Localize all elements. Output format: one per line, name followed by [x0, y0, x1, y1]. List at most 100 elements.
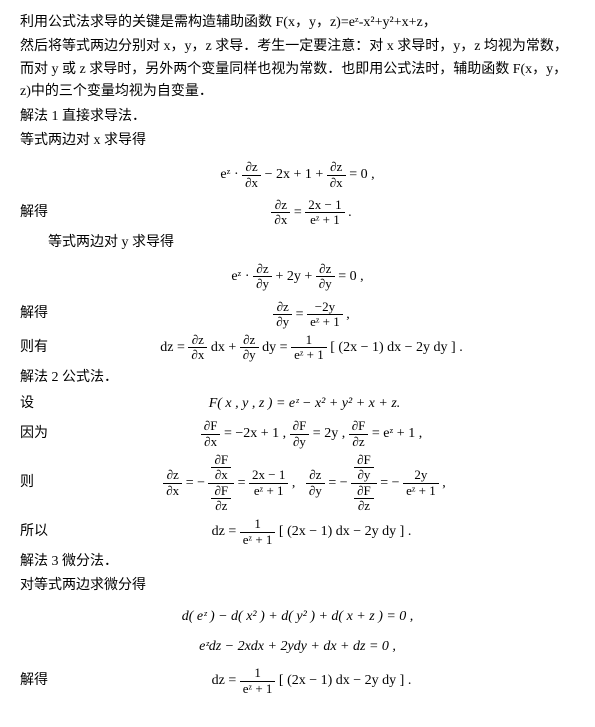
eq3-a: eᶻ · — [231, 269, 249, 284]
eq5-num1: ∂z — [188, 333, 207, 348]
intro-line-1: 利用公式法求导的关键是需构造辅助函数 F(x，y，z)=eᶻ-x²+y²+x+z… — [20, 12, 575, 34]
eq12-b: [ (2x − 1) dx − 2y dy ] . — [279, 673, 411, 688]
label-ze: 则 — [20, 472, 34, 494]
eq12-a: dz = — [212, 673, 237, 688]
eq5-a: dz = — [160, 340, 185, 355]
eq8-e: = − — [380, 475, 399, 490]
eq8-bdd: ∂z — [211, 499, 231, 513]
label-jiede-1: 解得 — [20, 202, 48, 224]
eq8-rden: eᶻ + 1 — [249, 484, 288, 498]
label-suoyi: 所以 — [20, 521, 48, 543]
because-row: 因为 ∂F∂x = −2x + 1 , ∂F∂y = 2y , ∂F∂z = e… — [20, 419, 575, 449]
eq1-a: eᶻ · — [220, 167, 238, 182]
eq8-b2nn: ∂F — [354, 453, 374, 468]
label-yinwei: 因为 — [20, 423, 48, 445]
eq1-den1: ∂x — [242, 176, 261, 190]
eq4-rden: eᶻ + 1 — [307, 315, 343, 329]
eq2-lden: ∂x — [271, 213, 290, 227]
eq12-den: eᶻ + 1 — [240, 682, 276, 696]
eq5-den1: ∂x — [188, 348, 207, 362]
eq9-den: eᶻ + 1 — [240, 533, 276, 547]
method1-step2: 等式两边对 y 求导得 — [48, 232, 575, 254]
eq7-den2: ∂y — [290, 435, 310, 449]
eq4-rnum: −2y — [307, 300, 343, 315]
eq9-num: 1 — [240, 517, 276, 532]
eq5-c: dy = — [262, 340, 287, 355]
eq5-den2: ∂y — [240, 348, 259, 362]
solve-row-1: 解得 ∂z∂x = 2x − 1eᶻ + 1 . — [20, 198, 575, 228]
label-she: 设 — [20, 393, 34, 415]
eq8-l2num: ∂z — [306, 468, 325, 483]
eq7-den1: ∂x — [201, 435, 221, 449]
eq8-a: = − — [186, 475, 205, 490]
eq3-num1: ∂z — [253, 262, 272, 277]
method3-step1: 对等式两边求微分得 — [20, 575, 575, 597]
label-zeyou: 则有 — [20, 337, 48, 359]
equation-1: eᶻ · ∂z∂x − 2x + 1 + ∂z∂x = 0 , — [20, 160, 575, 190]
eq1-num1: ∂z — [242, 160, 261, 175]
eq7-b: = 2y , — [313, 427, 345, 442]
eq8-d: = − — [328, 475, 347, 490]
eq1-c: = 0 , — [349, 167, 374, 182]
intro-line-2: 然后将等式两边分别对 x，y，z 求导．考生一定要注意：对 x 求导时，y，z … — [20, 36, 575, 103]
eq8-l2den: ∂y — [306, 484, 325, 498]
eq8-r2num: 2y — [403, 468, 439, 483]
eq5-num2: ∂z — [240, 333, 259, 348]
eq5-d: [ (2x − 1) dx − 2y dy ] . — [330, 340, 462, 355]
eq9-b: [ (2x − 1) dx − 2y dy ] . — [279, 524, 411, 539]
eq3-c: = 0 , — [338, 269, 363, 284]
eq2-end: . — [348, 205, 352, 220]
eq3-num2: ∂z — [316, 262, 335, 277]
eq3-b: + 2y + — [276, 269, 313, 284]
eq4-end: , — [346, 307, 350, 322]
set-row: 设 F( x , y , z ) = eᶻ − x² + y² + x + z. — [20, 393, 575, 415]
solve-row-2: 解得 ∂z∂y = −2yeᶻ + 1 , — [20, 300, 575, 330]
label-jiede-2: 解得 — [20, 303, 48, 325]
eq8-bnd: ∂x — [211, 468, 231, 482]
eq7-a: = −2x + 1 , — [224, 427, 286, 442]
eq8-f: , — [442, 475, 446, 490]
method1-title: 解法 1 直接求导法． — [20, 106, 575, 128]
eq2-mid: = — [294, 205, 302, 220]
eq8-b2nd: ∂y — [354, 468, 374, 482]
eq8-lden: ∂x — [163, 484, 182, 498]
so-row: 所以 dz = 1eᶻ + 1 [ (2x − 1) dx − 2y dy ] … — [20, 517, 575, 547]
eq3-den1: ∂y — [253, 277, 272, 291]
method1-step1: 等式两边对 x 求导得 — [20, 130, 575, 152]
eq7-num3: ∂F — [349, 419, 369, 434]
eq7-den3: ∂z — [349, 435, 369, 449]
eq8-b2dn: ∂F — [354, 484, 374, 499]
equation-10: d( eᶻ ) − d( x² ) + d( y² ) + d( x + z )… — [20, 606, 575, 628]
eq7-num1: ∂F — [201, 419, 221, 434]
eq8-b: = — [238, 475, 246, 490]
equation-11: eᶻdz − 2xdx + 2ydy + dx + dz = 0 , — [20, 636, 575, 658]
eq5-b: dx + — [211, 340, 236, 355]
label-jiede-3: 解得 — [20, 670, 48, 692]
eq5-den3: eᶻ + 1 — [291, 348, 327, 362]
eq6: F( x , y , z ) = eᶻ − x² + y² + x + z. — [34, 393, 575, 415]
then-row-2: 则 ∂z∂x = − ∂F∂x ∂F∂z = 2x − 1eᶻ + 1 , ∂z… — [20, 453, 575, 513]
eq5-num3: 1 — [291, 333, 327, 348]
eq8-r2den: eᶻ + 1 — [403, 484, 439, 498]
eq7-num2: ∂F — [290, 419, 310, 434]
eq3-den2: ∂y — [316, 277, 335, 291]
eq1-b: − 2x + 1 + — [265, 167, 324, 182]
eq7-c: = eᶻ + 1 , — [372, 427, 422, 442]
eq12-num: 1 — [240, 666, 276, 681]
eq2-rnum: 2x − 1 — [305, 198, 344, 213]
eq2-lnum: ∂z — [271, 198, 290, 213]
equation-3: eᶻ · ∂z∂y + 2y + ∂z∂y = 0 , — [20, 262, 575, 292]
eq8-bdn: ∂F — [211, 484, 231, 499]
then-row: 则有 dz = ∂z∂x dx + ∂z∂y dy = 1eᶻ + 1 [ (2… — [20, 333, 575, 363]
eq4-mid: = — [296, 307, 304, 322]
eq2-rden: eᶻ + 1 — [305, 213, 344, 227]
method2-title: 解法 2 公式法． — [20, 367, 575, 389]
eq4-lnum: ∂z — [273, 300, 292, 315]
eq8-b2dd: ∂z — [354, 499, 374, 513]
eq1-den2: ∂x — [327, 176, 346, 190]
eq8-bnn: ∂F — [211, 453, 231, 468]
eq8-lnum: ∂z — [163, 468, 182, 483]
eq8-c: , — [292, 475, 296, 490]
eq4-lden: ∂y — [273, 315, 292, 329]
eq8-rnum: 2x − 1 — [249, 468, 288, 483]
